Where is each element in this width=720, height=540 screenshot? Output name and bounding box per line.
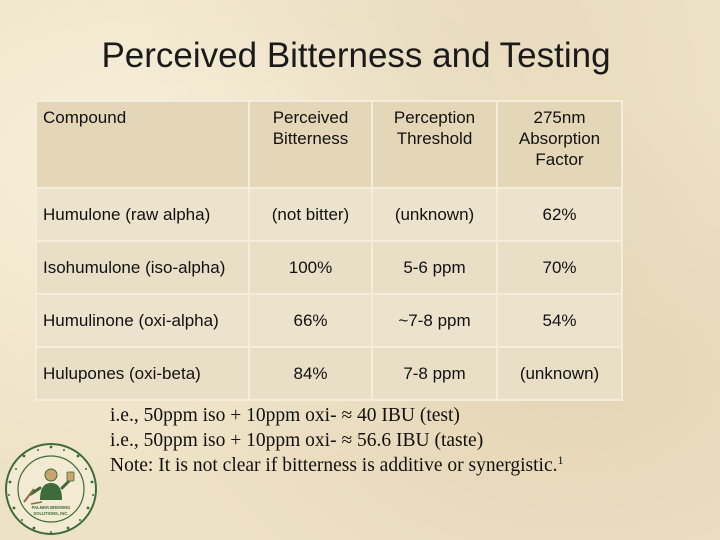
bitterness-table: Compound Perceived Bitterness Perception… <box>35 100 623 401</box>
logo-text-top: PALMER BREWING <box>32 505 71 510</box>
compound-cell: Hulupones (oxi-beta) <box>35 346 250 401</box>
absorption-cell: (unknown) <box>496 346 623 401</box>
threshold-cell: ~7-8 ppm <box>371 293 498 348</box>
bitterness-cell: 100% <box>248 240 373 295</box>
threshold-cell: 7-8 ppm <box>371 346 498 401</box>
compound-cell: Humulinone (oxi-alpha) <box>35 293 250 348</box>
logo-text-bottom: SOLUTIONS, INC. <box>33 511 68 516</box>
bitterness-table-container: Compound Perceived Bitterness Perception… <box>35 100 623 401</box>
note-synergy-text: Note: It is not clear if bitterness is a… <box>110 455 558 476</box>
palmer-brewing-logo: PALMER BREWING SOLUTIONS, INC. <box>5 443 97 535</box>
header-compound: Compound <box>35 100 250 189</box>
header-perception-threshold: Perception Threshold <box>371 100 498 189</box>
compound-cell: Humulone (raw alpha) <box>35 187 250 242</box>
absorption-cell: 54% <box>496 293 623 348</box>
absorption-cell: 70% <box>496 240 623 295</box>
slide-title: Perceived Bitterness and Testing <box>101 36 611 75</box>
table-row: Humulone (raw alpha) (not bitter) (unkno… <box>35 187 623 242</box>
threshold-cell: 5-6 ppm <box>371 240 498 295</box>
threshold-cell: (unknown) <box>371 187 498 242</box>
note-taste-ibu: i.e., 50ppm iso + 10ppm oxi- ≈ 56.6 IBU … <box>110 430 484 451</box>
note-test-ibu: i.e., 50ppm iso + 10ppm oxi- ≈ 40 IBU (t… <box>110 405 460 426</box>
bitterness-cell: 66% <box>248 293 373 348</box>
footnote-marker: 1 <box>557 453 564 467</box>
notes-block: i.e., 50ppm iso + 10ppm oxi- ≈ 40 IBU (t… <box>110 403 710 478</box>
header-absorption-factor: 275nm Absorption Factor <box>496 100 623 189</box>
table-row: Humulinone (oxi-alpha) 66% ~7-8 ppm 54% <box>35 293 623 348</box>
table-row: Isohumulone (iso-alpha) 100% 5-6 ppm 70% <box>35 240 623 295</box>
compound-cell: Isohumulone (iso-alpha) <box>35 240 250 295</box>
bitterness-cell: (not bitter) <box>248 187 373 242</box>
note-synergy: Note: It is not clear if bitterness is a… <box>110 453 710 478</box>
absorption-cell: 62% <box>496 187 623 242</box>
table-row: Hulupones (oxi-beta) 84% 7-8 ppm (unknow… <box>35 346 623 401</box>
bitterness-cell: 84% <box>248 346 373 401</box>
table-header-row: Compound Perceived Bitterness Perception… <box>35 100 623 189</box>
header-perceived-bitterness: Perceived Bitterness <box>248 100 373 189</box>
